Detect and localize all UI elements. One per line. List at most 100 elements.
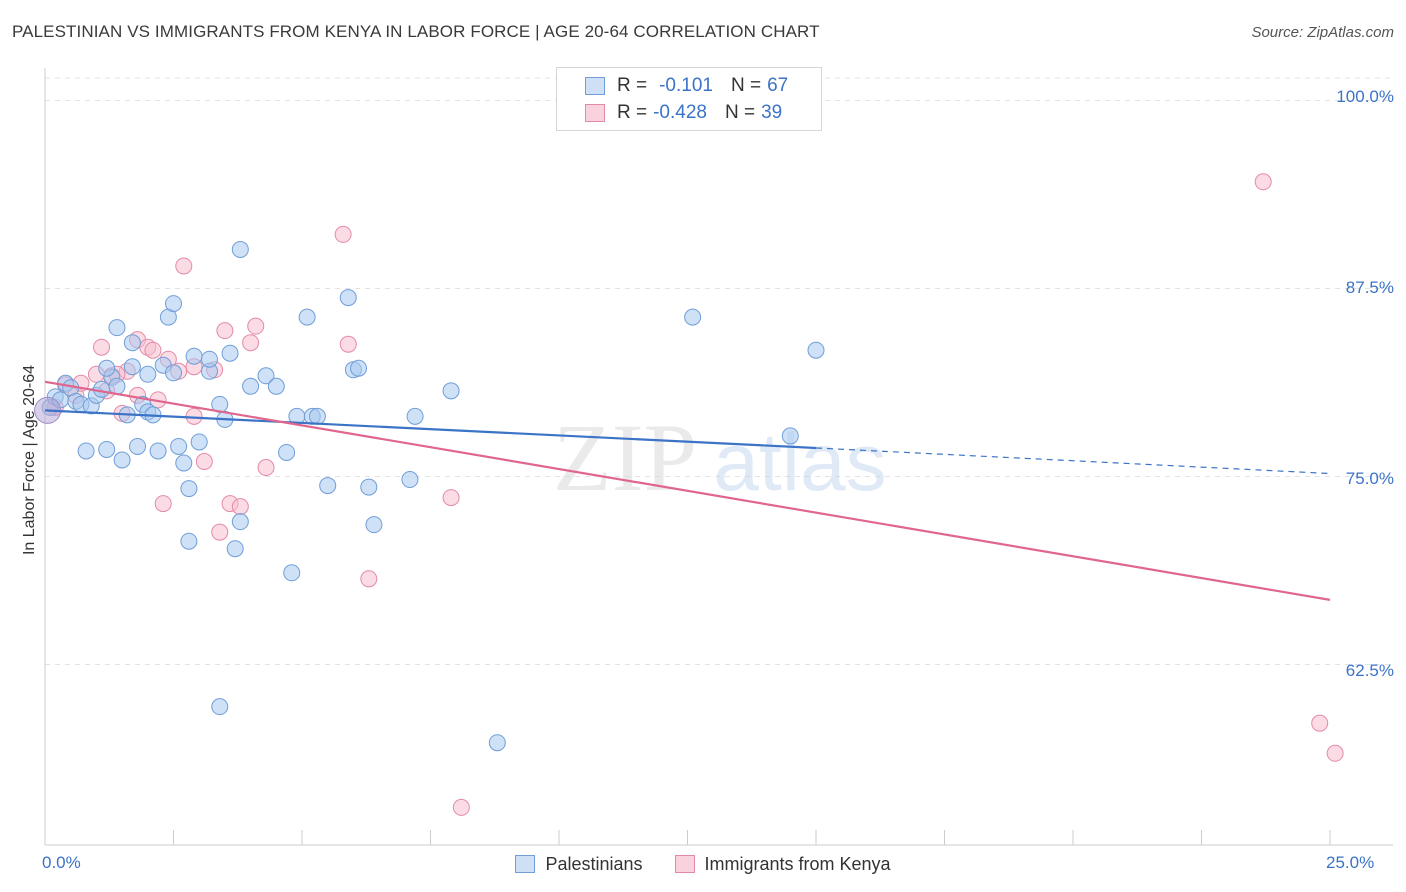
trend-line-palestinians [44, 409, 817, 450]
point-palestinians [242, 377, 260, 395]
point-palestinians [180, 532, 198, 550]
point-palestinians [488, 734, 506, 752]
point-kenya [257, 459, 275, 477]
x-tick-label-min: 0.0% [42, 853, 81, 872]
y-tick-label: 75.0% [1345, 469, 1394, 488]
point-palestinians [807, 341, 825, 359]
point-palestinians [185, 347, 203, 365]
point-kenya [334, 225, 352, 243]
point-palestinians [180, 480, 198, 498]
trend-lines [44, 380, 1331, 601]
point-palestinians [108, 319, 126, 337]
point-palestinians [298, 308, 316, 326]
point-palestinians [339, 289, 357, 307]
point-palestinians [149, 442, 167, 460]
point-palestinians [231, 513, 249, 531]
point-palestinians [226, 540, 244, 558]
point-palestinians [308, 407, 326, 425]
point-palestinians [123, 358, 141, 376]
legend-item-palestinians: Palestinians [515, 853, 643, 875]
y-axis-label-wrap: In Labor Force | Age 20-64 [18, 340, 42, 580]
legend-r-label: R = [617, 102, 648, 123]
series-legend: Palestinians Immigrants from Kenya [0, 852, 1406, 876]
point-kenya [442, 489, 460, 507]
point-palestinians [442, 382, 460, 400]
point-kenya [242, 334, 260, 352]
point-palestinians [139, 365, 157, 383]
point-kenya [216, 322, 234, 340]
point-palestinians [231, 240, 249, 258]
point-kenya [231, 498, 249, 516]
legend-item-kenya: Immigrants from Kenya [674, 853, 891, 875]
point-palestinians [319, 477, 337, 495]
y-axis-label: In Labor Force | Age 20-64 [21, 364, 38, 556]
y-tick-label: 62.5% [1345, 661, 1394, 680]
point-palestinians [98, 359, 116, 377]
point-kenya [452, 798, 470, 816]
x-tick-label-max: 25.0% [1326, 853, 1375, 872]
point-palestinians [113, 451, 131, 469]
legend-n-label: N = [724, 102, 756, 123]
point-palestinians [165, 295, 182, 313]
point-kenya [175, 257, 193, 275]
point-palestinians [283, 564, 301, 582]
legend-row-kenya: R = -0.428 N = 39 [585, 100, 782, 126]
point-palestinians [257, 367, 275, 385]
y-tick-label: 87.5% [1345, 278, 1394, 297]
chart-title: PALESTINIAN VS IMMIGRANTS FROM KENYA IN … [12, 22, 820, 41]
point-palestinians [175, 454, 193, 472]
watermark-atlas: atlas [713, 417, 886, 508]
legend-n-label: N = [730, 75, 762, 96]
point-kenya [1254, 173, 1272, 191]
legend-label-palestinians: Palestinians [545, 853, 643, 874]
point-palestinians [684, 308, 702, 326]
point-palestinians [267, 377, 285, 395]
point-palestinians [129, 437, 147, 455]
point-kenya [154, 495, 172, 513]
point-palestinians [98, 440, 116, 458]
legend-swatch-palestinians [585, 77, 605, 95]
point-kenya [247, 317, 265, 335]
point-palestinians [200, 350, 218, 368]
point-kenya [360, 570, 378, 588]
trend-line-kenya [44, 380, 1331, 601]
legend-r-label: R = [617, 75, 648, 96]
point-palestinians [365, 516, 383, 534]
chart-source: Source: ZipAtlas.com [1251, 24, 1394, 41]
y-tick-label: 100.0% [1336, 87, 1394, 106]
legend-r-value: -0.428 [653, 102, 707, 123]
point-palestinians [77, 442, 95, 460]
point-palestinians [401, 471, 419, 489]
legend-label-kenya: Immigrants from Kenya [704, 853, 891, 874]
point-palestinians [360, 478, 378, 496]
series-palestinians-points [34, 240, 825, 752]
legend-n-value: 67 [767, 75, 789, 96]
legend-swatch-palestinians [515, 855, 536, 873]
axes [44, 68, 1393, 846]
point-kenya [211, 523, 229, 541]
point-kenya [1311, 714, 1329, 732]
point-palestinians [211, 698, 229, 716]
point-palestinians [123, 334, 141, 352]
point-kenya [339, 335, 357, 353]
point-kenya [144, 341, 162, 359]
point-palestinians [278, 443, 296, 461]
point-palestinians [406, 407, 424, 425]
legend-n-value: 39 [761, 102, 783, 123]
point-palestinians [190, 433, 208, 451]
point-palestinians [108, 377, 126, 395]
watermark-zip: ZIP [553, 404, 697, 511]
legend-swatch-kenya [585, 104, 605, 122]
trend-line-palestinians-extension [815, 447, 1331, 475]
point-palestinians [165, 364, 182, 382]
legend-swatch-kenya [674, 855, 695, 873]
legend-row-palestinians: R = -0.101 N = 67 [585, 73, 788, 99]
legend-r-value: -0.101 [659, 75, 713, 96]
point-kenya [195, 453, 213, 470]
point-kenya [93, 338, 111, 356]
point-palestinians [350, 359, 368, 377]
point-palestinians [221, 344, 239, 362]
point-palestinians [781, 427, 799, 445]
correlation-legend: R = -0.101 N = 67 R = -0.428 N = 39 [556, 67, 822, 131]
